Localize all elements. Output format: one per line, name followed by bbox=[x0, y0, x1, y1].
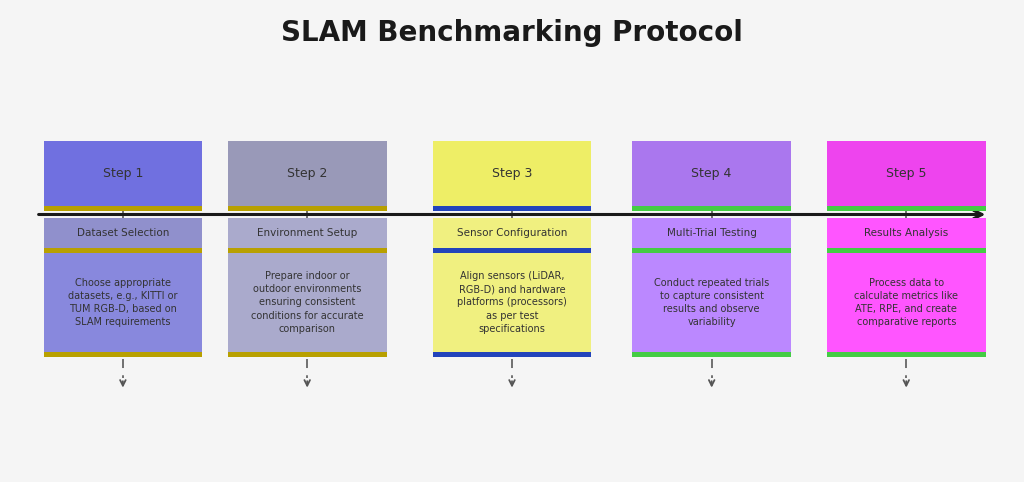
Bar bbox=[432, 253, 592, 357]
Text: Step 1: Step 1 bbox=[102, 167, 143, 180]
Bar bbox=[827, 248, 985, 253]
Text: Sensor Configuration: Sensor Configuration bbox=[457, 228, 567, 238]
Text: Step 5: Step 5 bbox=[886, 167, 927, 180]
Bar bbox=[432, 218, 592, 253]
Bar bbox=[227, 218, 386, 253]
Text: Multi-Trial Testing: Multi-Trial Testing bbox=[667, 228, 757, 238]
Bar bbox=[827, 218, 985, 253]
Text: Step 3: Step 3 bbox=[492, 167, 532, 180]
Text: Choose appropriate
datasets, e.g., KITTI or
TUM RGB-D, based on
SLAM requirement: Choose appropriate datasets, e.g., KITTI… bbox=[69, 278, 177, 327]
Bar bbox=[227, 206, 386, 211]
Bar bbox=[227, 141, 386, 211]
Bar bbox=[632, 206, 791, 211]
Bar bbox=[827, 206, 985, 211]
Bar bbox=[43, 248, 203, 253]
Bar bbox=[632, 141, 791, 211]
Bar bbox=[43, 141, 203, 211]
Bar bbox=[432, 141, 592, 211]
Text: Conduct repeated trials
to capture consistent
results and observe
variability: Conduct repeated trials to capture consi… bbox=[654, 278, 769, 327]
Bar bbox=[632, 218, 791, 253]
Bar bbox=[632, 248, 791, 253]
Text: SLAM Benchmarking Protocol: SLAM Benchmarking Protocol bbox=[281, 19, 743, 47]
Bar bbox=[43, 206, 203, 211]
Bar bbox=[827, 352, 985, 357]
Bar bbox=[432, 206, 592, 211]
Bar bbox=[432, 248, 592, 253]
Text: Step 4: Step 4 bbox=[691, 167, 732, 180]
Bar bbox=[227, 248, 386, 253]
Text: Environment Setup: Environment Setup bbox=[257, 228, 357, 238]
Text: Dataset Selection: Dataset Selection bbox=[77, 228, 169, 238]
Text: Results Analysis: Results Analysis bbox=[864, 228, 948, 238]
Text: Prepare indoor or
outdoor environments
ensuring consistent
conditions for accura: Prepare indoor or outdoor environments e… bbox=[251, 271, 364, 334]
Bar bbox=[227, 253, 386, 357]
Bar bbox=[827, 141, 985, 211]
Bar bbox=[827, 253, 985, 357]
Text: Process data to
calculate metrics like
ATE, RPE, and create
comparative reports: Process data to calculate metrics like A… bbox=[854, 278, 958, 327]
Bar bbox=[227, 352, 386, 357]
Bar bbox=[43, 352, 203, 357]
Text: Step 2: Step 2 bbox=[287, 167, 328, 180]
Bar bbox=[432, 352, 592, 357]
Bar bbox=[632, 352, 791, 357]
Text: Align sensors (LiDAR,
RGB-D) and hardware
platforms (processors)
as per test
spe: Align sensors (LiDAR, RGB-D) and hardwar… bbox=[457, 271, 567, 334]
Bar bbox=[43, 253, 203, 357]
Bar bbox=[43, 218, 203, 253]
Bar bbox=[632, 253, 791, 357]
